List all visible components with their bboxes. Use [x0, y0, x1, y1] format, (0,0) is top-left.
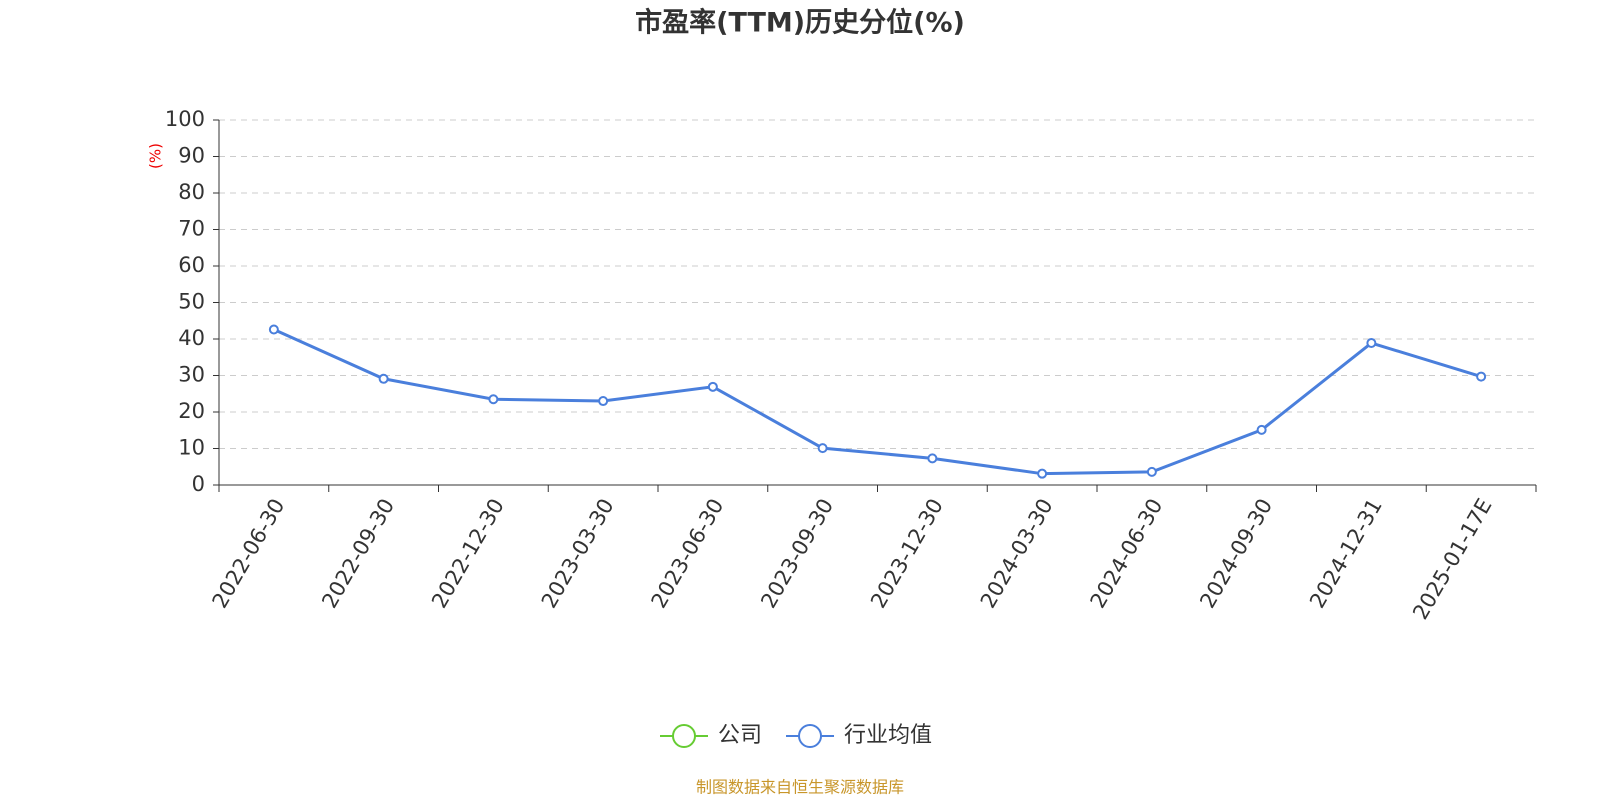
x-tick-label: 2023-06-30: [647, 495, 729, 613]
data-point: [927, 453, 938, 464]
x-tick-label: 2025-01-17E: [1408, 495, 1496, 624]
y-tick-label: 80: [178, 180, 205, 204]
data-point: [1146, 466, 1157, 477]
chart-title: 市盈率(TTM)历史分位(%): [635, 7, 965, 39]
x-tick-label: 2022-06-30: [208, 495, 290, 613]
data-point: [1476, 371, 1487, 382]
legend-marker: [798, 724, 823, 748]
x-tick-label: 2022-09-30: [317, 495, 399, 613]
x-tick-label: 2022-12-30: [427, 495, 509, 613]
y-axis-label: (%): [147, 143, 165, 169]
legend-marker: [672, 724, 696, 748]
x-tick-label: 2024-12-31: [1305, 495, 1387, 613]
y-tick-label: 60: [178, 253, 205, 277]
y-tick-label: 90: [178, 144, 205, 168]
data-point: [817, 443, 828, 454]
data-point: [268, 324, 279, 335]
data-point: [488, 394, 499, 405]
y-tick-label: 10: [178, 436, 205, 460]
y-tick-label: 0: [192, 472, 205, 496]
data-point: [1037, 468, 1048, 479]
data-point: [598, 396, 609, 407]
x-tick-label: 2023-12-30: [866, 495, 948, 613]
legend-label: 行业均值: [844, 723, 932, 748]
x-tick-label: 2024-03-30: [976, 495, 1058, 613]
data-point: [378, 373, 389, 384]
data-point: [707, 381, 718, 392]
y-tick-label: 70: [178, 217, 205, 241]
series-line: [273, 328, 1482, 476]
legend-label: 公司: [718, 723, 762, 748]
data-point: [1366, 338, 1377, 349]
y-tick-label: 40: [178, 326, 205, 350]
y-tick-label: 100: [165, 107, 205, 131]
x-tick-label: 2024-06-30: [1086, 495, 1168, 613]
x-tick-label: 2024-09-30: [1195, 495, 1277, 613]
y-tick-label: 20: [178, 399, 205, 423]
y-tick-label: 30: [178, 363, 205, 387]
data-point: [1256, 424, 1267, 435]
x-tick-label: 2023-03-30: [537, 495, 619, 613]
x-tick-label: 2023-09-30: [756, 495, 838, 613]
y-tick-label: 50: [178, 290, 205, 314]
source-note: 制图数据来自恒生聚源数据库: [696, 778, 904, 797]
